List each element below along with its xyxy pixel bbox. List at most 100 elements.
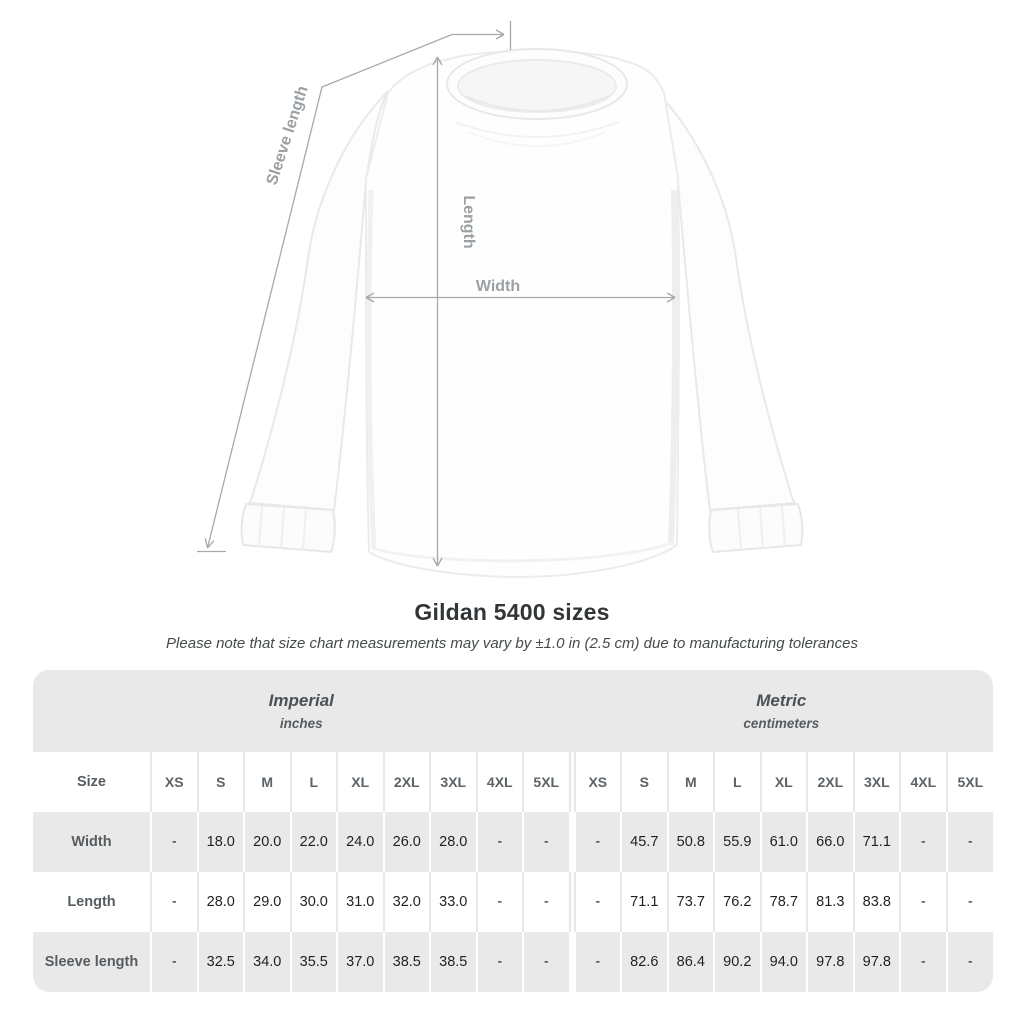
value-cell-imperial: 26.0 <box>382 812 430 872</box>
size-col-header-metric: XL <box>759 752 808 812</box>
value-cell-metric: 82.6 <box>620 932 668 992</box>
long-sleeve-shirt-illustration <box>240 48 804 579</box>
value-cell-imperial: 32.5 <box>196 932 244 992</box>
value-cell-metric: 97.8 <box>852 932 901 992</box>
length-label: Length <box>460 195 477 248</box>
value-cell-imperial: 24.0 <box>336 812 384 872</box>
page-title: Gildan 5400 sizes <box>414 599 610 625</box>
size-header-row: Size XS S M L XL 2XL 3XL 4XL 5XL XS S M L XL 2XL 3XL 4XL 5… <box>33 752 993 812</box>
value-cell-metric: 97.8 <box>806 932 854 992</box>
measurement-row: Length -28.0 29.0 30.0 31.0 32.0 33.0- - -71.1 73… <box>33 872 993 932</box>
size-col-header-metric: S <box>620 752 668 812</box>
value-cell-imperial: 33.0 <box>429 872 477 932</box>
value-cell-imperial: 34.0 <box>243 932 291 992</box>
value-cell-imperial: - <box>522 812 570 872</box>
heading: Gildan 5400 sizes Please note that size … <box>0 599 1024 652</box>
value-cell-imperial: - <box>475 812 523 872</box>
value-cell-metric: 45.7 <box>620 812 668 872</box>
group-divider <box>568 872 575 932</box>
imperial-group-header: Imperial inches <box>33 670 570 752</box>
right-cuff <box>708 502 804 554</box>
size-col-header-imperial: XS <box>150 752 198 812</box>
size-col-header-imperial: L <box>289 752 337 812</box>
value-cell-imperial: 31.0 <box>336 872 384 932</box>
value-cell-metric: 90.2 <box>713 932 761 992</box>
value-cell-imperial: 32.0 <box>382 872 430 932</box>
value-cell-metric: - <box>945 932 993 992</box>
value-cell-imperial: - <box>522 932 570 992</box>
size-chart-container: Imperial inches Metric centimeters Size XS S M L… <box>33 670 993 992</box>
value-cell-metric: 73.7 <box>666 872 715 932</box>
value-cell-metric: 83.8 <box>852 872 901 932</box>
left-cuff <box>240 502 336 554</box>
size-col-header-imperial: M <box>243 752 291 812</box>
value-cell-imperial: 22.0 <box>289 812 337 872</box>
value-cell-imperial: - <box>522 872 570 932</box>
size-col-header-imperial: 5XL <box>522 752 570 812</box>
imperial-group-label: Imperial <box>268 691 334 710</box>
shirt-measurement-diagram: Sleeve length Length Width <box>197 21 804 579</box>
size-col-header-imperial: 2XL <box>382 752 430 812</box>
value-cell-imperial: 35.5 <box>289 932 337 992</box>
row-label: Sleeve length <box>44 954 139 970</box>
value-cell-imperial: - <box>475 872 523 932</box>
collar <box>446 48 628 147</box>
group-divider <box>568 812 575 872</box>
measurement-row: Sleeve length -32.5 34.0 35.5 37.0 38.5 38.5- -… <box>33 932 993 992</box>
value-cell-imperial: 38.5 <box>429 932 477 992</box>
measurement-row: Width -18.0 20.0 22.0 24.0 26.0 28.0- - -45.7 50.… <box>33 812 993 872</box>
value-cell-metric: 71.1 <box>852 812 901 872</box>
value-cell-metric: - <box>899 812 947 872</box>
sleeve-length-label: Sleeve length <box>264 84 312 187</box>
value-cell-imperial: 37.0 <box>336 932 384 992</box>
value-cell-imperial: - <box>150 872 198 932</box>
imperial-unit-label: inches <box>279 716 323 731</box>
size-chart-table: Imperial inches Metric centimeters Size XS S M L… <box>33 670 993 992</box>
value-cell-metric: 61.0 <box>759 812 808 872</box>
tolerance-note: Please note that size chart measurements… <box>166 635 858 652</box>
group-divider <box>568 752 575 812</box>
value-cell-imperial: 28.0 <box>196 872 244 932</box>
value-cell-imperial: 38.5 <box>382 932 430 992</box>
value-cell-imperial: 28.0 <box>429 812 477 872</box>
value-cell-metric: - <box>573 932 622 992</box>
value-cell-metric: - <box>945 812 993 872</box>
size-col-header-metric: XS <box>573 752 622 812</box>
size-col-header-metric: M <box>666 752 715 812</box>
value-cell-imperial: 18.0 <box>196 812 244 872</box>
value-cell-metric: - <box>945 872 993 932</box>
value-cell-metric: 66.0 <box>806 812 854 872</box>
size-col-header-metric: 3XL <box>852 752 901 812</box>
value-cell-imperial: 29.0 <box>243 872 291 932</box>
size-col-header-metric: 2XL <box>806 752 854 812</box>
group-divider <box>568 932 575 992</box>
size-col-header-imperial: S <box>196 752 244 812</box>
value-cell-metric: - <box>899 932 947 992</box>
value-cell-imperial: - <box>150 932 198 992</box>
value-cell-metric: 50.8 <box>666 812 715 872</box>
value-cell-imperial: 20.0 <box>243 812 291 872</box>
size-col-header-metric: 4XL <box>899 752 947 812</box>
size-col-header-imperial: XL <box>336 752 384 812</box>
size-col-header-imperial: 4XL <box>475 752 523 812</box>
size-header-label: Size <box>76 774 106 790</box>
width-label: Width <box>476 278 520 295</box>
value-cell-metric: 94.0 <box>759 932 808 992</box>
sleeve-length-measure-line <box>197 21 512 553</box>
length-measure-line <box>432 56 443 567</box>
unit-group-row: Imperial inches Metric centimeters <box>33 670 993 752</box>
metric-unit-label: centimeters <box>743 716 820 731</box>
value-cell-metric: 81.3 <box>806 872 854 932</box>
row-label: Width <box>71 834 112 850</box>
value-cell-metric: 76.2 <box>713 872 761 932</box>
value-cell-metric: - <box>573 812 622 872</box>
value-cell-metric: - <box>573 872 622 932</box>
size-col-header-metric: 5XL <box>945 752 993 812</box>
metric-group-label: Metric <box>756 691 807 710</box>
value-cell-imperial: 30.0 <box>289 872 337 932</box>
size-col-header-imperial: 3XL <box>429 752 477 812</box>
value-cell-imperial: - <box>475 932 523 992</box>
value-cell-metric: 86.4 <box>666 932 715 992</box>
value-cell-metric: - <box>899 872 947 932</box>
